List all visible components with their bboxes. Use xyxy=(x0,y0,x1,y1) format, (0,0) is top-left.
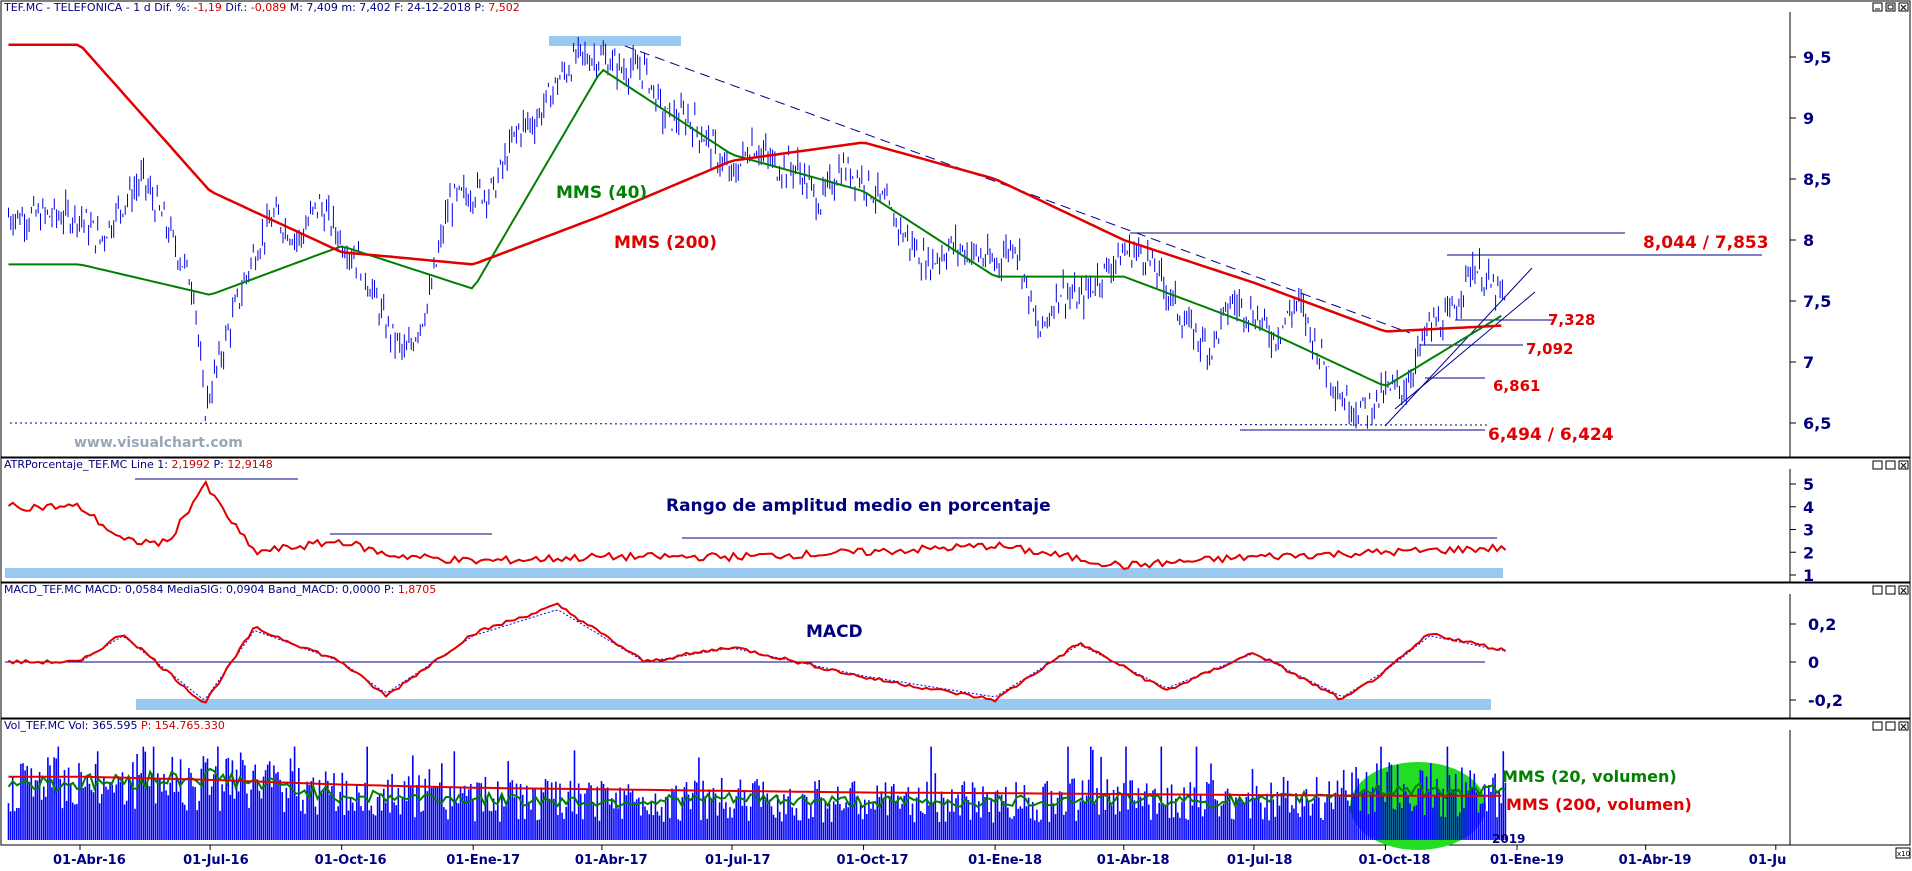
x-tick-label: 01-Abr-16 xyxy=(53,853,126,867)
atr-tick-label: 4 xyxy=(1803,498,1814,517)
macd-panel-frame xyxy=(0,582,1911,719)
dotted-support-line xyxy=(9,422,1491,426)
atr-title: Rango de amplitud medio en porcentaje xyxy=(666,496,1051,516)
macd-series-line xyxy=(7,602,1507,704)
price-tick-label: 8,5 xyxy=(1803,170,1831,189)
x-tick-label: 01-Abr-17 xyxy=(575,853,648,867)
volume-window-buttons xyxy=(1872,721,1909,731)
x-axis: 01-Abr-16 01-Jul-16 01-Oct-16 01-Ene-17 01-A… xyxy=(53,845,1787,868)
price-tick-label: 9 xyxy=(1803,109,1814,128)
x-tick-label: 01-Ju xyxy=(1749,853,1787,867)
x-tick-label: 01-Jul-17 xyxy=(705,853,771,867)
volume-bars xyxy=(7,746,1507,840)
mms200-label: MMS (200) xyxy=(614,233,717,253)
atr-restore-button[interactable] xyxy=(1885,460,1896,470)
minimize-button[interactable] xyxy=(1872,2,1883,12)
atr-panel-frame xyxy=(0,457,1911,583)
price-header: TEF.MC - TELEFONICA - 1 d Dif. %: -1,19 … xyxy=(3,1,520,14)
macd-window-buttons xyxy=(1872,585,1909,595)
uptrend-line-lower xyxy=(1384,267,1533,427)
volume-mms20-label: MMS (20, volumen) xyxy=(1502,767,1677,786)
x-tick-label: 01-Ene-18 xyxy=(968,853,1042,867)
macd-header: MACD_TEF.MC MACD: 0,0584 MediaSIG: 0,090… xyxy=(4,583,436,596)
price-tick-label: 8 xyxy=(1803,231,1814,250)
macd-y-axis: 0,2 0 -0,2 xyxy=(1790,615,1843,710)
price-series xyxy=(8,36,1506,429)
atr-series-line xyxy=(7,479,1507,570)
macd-title: MACD xyxy=(806,622,863,642)
price-window-buttons xyxy=(1872,2,1909,12)
atr-low-highlight xyxy=(5,568,1503,578)
mms40-label: MMS (40) xyxy=(556,183,647,203)
x10-corner-mark: x10 xyxy=(1897,850,1910,858)
x-tick-label: 01-Ene-17 xyxy=(446,853,520,867)
year-marker: 2019 xyxy=(1492,832,1525,846)
atr-y-axis: 5 4 3 2 1 xyxy=(1790,475,1814,585)
macd-minimize-button[interactable] xyxy=(1872,585,1883,595)
atr-header: ATRPorcentaje_TEF.MC Line 1: 2,1992 P: 1… xyxy=(4,458,273,471)
price-high-highlight xyxy=(549,36,681,46)
atr-panel: ATRPorcentaje_TEF.MC Line 1: 2,1992 P: 1… xyxy=(0,457,1911,585)
x-tick-label: 01-Oct-18 xyxy=(1358,853,1430,867)
macd-tick-label: -0,2 xyxy=(1808,691,1843,710)
mms40-line xyxy=(8,68,1502,387)
macd-low-highlight xyxy=(136,699,1491,710)
price-panel: TEF.MC - TELEFONICA - 1 d Dif. %: -1,19 … xyxy=(0,0,1911,458)
volume-mms200-label: MMS (200, volumen) xyxy=(1506,795,1692,814)
price-tick-label: 7 xyxy=(1803,353,1814,372)
mms200-line xyxy=(8,43,1502,333)
x-tick-label: 01-Oct-16 xyxy=(315,853,387,867)
uptrend-line-upper xyxy=(1394,291,1536,410)
volume-restore-button[interactable] xyxy=(1885,721,1896,731)
macd-panel: MACD_TEF.MC MACD: 0,0584 MediaSIG: 0,090… xyxy=(0,582,1911,719)
x-tick-label: 01-Abr-19 xyxy=(1619,853,1692,867)
price-tick-label: 6,5 xyxy=(1803,414,1831,433)
watermark: www.visualchart.com xyxy=(74,435,243,451)
restore-button[interactable] xyxy=(1885,2,1896,12)
atr-tick-label: 2 xyxy=(1803,543,1814,562)
atr-tick-label: 5 xyxy=(1803,475,1814,494)
macd-restore-button[interactable] xyxy=(1885,585,1896,595)
volume-header: Vol_TEF.MC Vol: 365.595 P: 154.765.330 xyxy=(4,719,225,732)
level-label-6494: 6,494 / 6,424 xyxy=(1488,425,1614,445)
level-label-6861: 6,861 xyxy=(1493,377,1540,395)
atr-tick-label: 3 xyxy=(1803,521,1814,540)
x10-corner-box xyxy=(1895,847,1911,859)
x-tick-label: 01-Ene-19 xyxy=(1490,853,1564,867)
x-tick-label: 01-Jul-18 xyxy=(1227,853,1293,867)
x-tick-label: 01-Jul-16 xyxy=(183,853,249,867)
volume-mms200-line xyxy=(8,775,1502,797)
level-label-7328: 7,328 xyxy=(1548,311,1595,329)
x-tick-label: 01-Oct-17 xyxy=(837,853,909,867)
price-tick-label: 7,5 xyxy=(1803,292,1831,311)
volume-minimize-button[interactable] xyxy=(1872,721,1883,731)
macd-tick-label: 0 xyxy=(1808,653,1819,672)
macd-tick-label: 0,2 xyxy=(1808,615,1836,634)
price-y-axis: 9,5 9 8,5 8 7,5 7 6,5 xyxy=(1790,48,1831,433)
level-label-7092: 7,092 xyxy=(1526,340,1573,358)
atr-window-buttons xyxy=(1872,460,1909,470)
volume-panel: Vol_TEF.MC Vol: 365.595 P: 154.765.330 M… xyxy=(0,718,1911,850)
x-tick-label: 01-Abr-18 xyxy=(1097,853,1170,867)
level-label-8044: 8,044 / 7,853 xyxy=(1643,233,1769,253)
atr-tick-label: 1 xyxy=(1803,566,1814,585)
atr-minimize-button[interactable] xyxy=(1872,460,1883,470)
price-tick-label: 9,5 xyxy=(1803,48,1831,67)
